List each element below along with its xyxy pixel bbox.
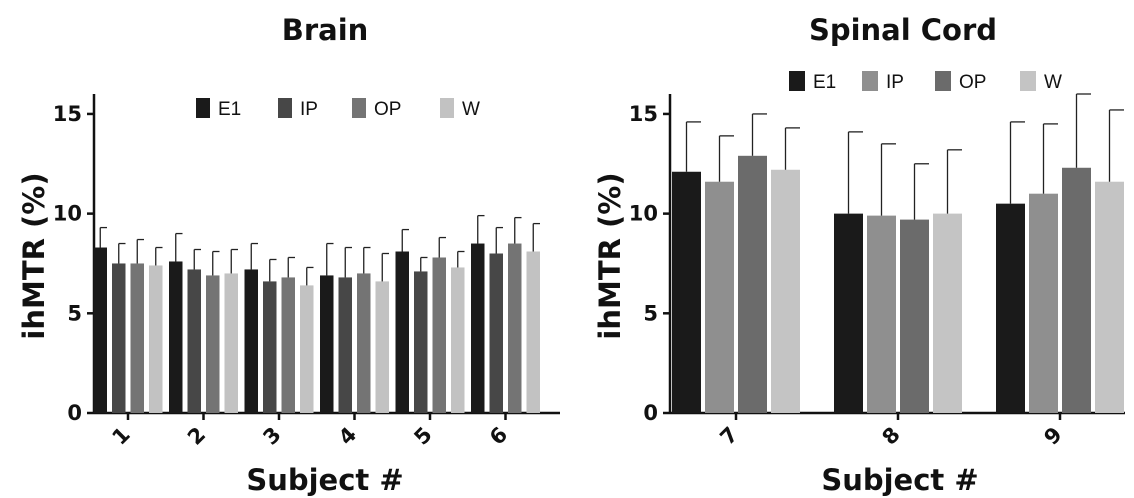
- spinal-cord-bar-e1: [672, 171, 701, 413]
- brain-y-tick-label: 15: [53, 102, 82, 126]
- spinal-cord-y-tick-label: 10: [629, 202, 658, 226]
- brain-bar-e1: [395, 251, 409, 413]
- spinal-cord-bar-w: [933, 213, 962, 413]
- spinal-cord-bar-ip: [867, 215, 896, 413]
- brain-legend-swatch-op: [352, 98, 366, 118]
- spinal-cord-bar-e1: [834, 213, 863, 413]
- brain-bar-w: [375, 281, 389, 413]
- brain-bar-ip: [112, 263, 126, 413]
- spinal-cord-y-tick-label: 0: [643, 401, 658, 425]
- spinal-cord-legend-label-op: OP: [959, 72, 986, 93]
- brain-chart: Brain Subject # ihMTR (%) 0 5 10 15 1 2 3 4 5 6 E…: [17, 13, 560, 497]
- brain-x-tick-label: 3: [258, 422, 285, 449]
- brain-y-tick-label: 10: [53, 202, 82, 226]
- spinal-cord-legend-swatch-ip: [862, 71, 878, 91]
- brain-bar-op: [432, 257, 446, 413]
- brain-legend-swatch-ip: [278, 98, 292, 118]
- spinal-cord-y-tick-label: 15: [629, 102, 658, 126]
- brain-legend-swatch-w: [440, 98, 454, 118]
- brain-bar-w: [149, 265, 163, 413]
- spinal-cord-chart-title: Spinal Cord: [809, 13, 997, 47]
- spinal-cord-x-tick-label: 8: [877, 422, 904, 449]
- brain-bar-ip: [263, 281, 277, 413]
- brain-y-tick-label: 0: [67, 401, 82, 425]
- brain-bar-ip: [414, 271, 428, 413]
- spinal-cord-bar-ip: [705, 181, 734, 413]
- brain-bar-ip: [338, 277, 352, 413]
- spinal-cord-x-tick-label: 9: [1039, 422, 1066, 449]
- spinal-cord-bar-w: [1095, 181, 1124, 413]
- brain-legend-swatch-e1: [196, 98, 210, 118]
- brain-bar-op: [508, 243, 522, 413]
- spinal-cord-legend-swatch-e1: [789, 71, 805, 91]
- spinal-cord-legend-label-e1: E1: [813, 72, 836, 93]
- brain-bar-op: [130, 263, 144, 413]
- brain-bar-w: [526, 251, 540, 413]
- spinal-cord-bar-op: [1062, 167, 1091, 413]
- spinal-cord-x-tick-label: 7: [715, 422, 742, 449]
- brain-bar-e1: [320, 275, 334, 413]
- brain-x-tick-label: 4: [334, 422, 361, 449]
- brain-bar-e1: [169, 261, 183, 413]
- brain-bar-e1: [244, 269, 258, 413]
- brain-bar-w: [224, 273, 238, 413]
- brain-bar-ip: [489, 253, 503, 413]
- brain-legend-label-op: OP: [374, 99, 401, 120]
- spinal-cord-bar-op: [738, 155, 767, 413]
- brain-bar-ip: [187, 269, 201, 413]
- brain-bar-e1: [471, 243, 485, 413]
- spinal-cord-bar-op: [900, 219, 929, 413]
- brain-y-axis-title: ihMTR (%): [17, 172, 51, 339]
- brain-x-axis-title: Subject #: [246, 463, 403, 497]
- brain-x-tick-label: 6: [485, 422, 512, 449]
- spinal-cord-x-axis-title: Subject #: [821, 463, 978, 497]
- spinal-cord-bar-ip: [1029, 193, 1058, 413]
- brain-chart-title: Brain: [282, 13, 369, 47]
- brain-bar-op: [206, 275, 220, 413]
- spinal-cord-legend-label-ip: IP: [886, 72, 904, 93]
- brain-plot-area: 0 5 10 15 1 2 3 4 5 6: [53, 94, 560, 450]
- brain-legend-label-e1: E1: [218, 99, 241, 120]
- brain-bar-op: [357, 273, 371, 413]
- spinal-cord-bar-e1: [996, 203, 1025, 413]
- spinal-cord-chart: Spinal Cord Subject # ihMTR (%) 0 5 10 15 7 8…: [593, 13, 1125, 497]
- brain-bar-op: [281, 277, 295, 413]
- brain-y-tick-label: 5: [67, 301, 82, 325]
- spinal-cord-legend-label-w: W: [1044, 72, 1062, 93]
- brain-legend: E1 IP OP W: [196, 98, 480, 120]
- brain-x-tick-label: 5: [409, 422, 436, 449]
- spinal-cord-legend-swatch-w: [1020, 71, 1036, 91]
- brain-legend-label-w: W: [462, 99, 480, 120]
- brain-x-tick-label: 1: [107, 422, 134, 449]
- brain-bar-w: [451, 267, 465, 413]
- spinal-cord-y-tick-label: 5: [643, 301, 658, 325]
- spinal-cord-legend-swatch-op: [935, 71, 951, 91]
- spinal-cord-legend: E1 IP OP W: [789, 71, 1062, 93]
- spinal-cord-y-axis-title: ihMTR (%): [593, 172, 627, 339]
- brain-bar-e1: [93, 247, 107, 413]
- brain-x-tick-label: 2: [183, 422, 210, 449]
- spinal-cord-bar-w: [771, 169, 800, 413]
- brain-legend-label-ip: IP: [300, 99, 318, 120]
- brain-bar-w: [300, 285, 314, 413]
- spinal-cord-plot-area: 0 5 10 15 7 8 9: [629, 93, 1125, 450]
